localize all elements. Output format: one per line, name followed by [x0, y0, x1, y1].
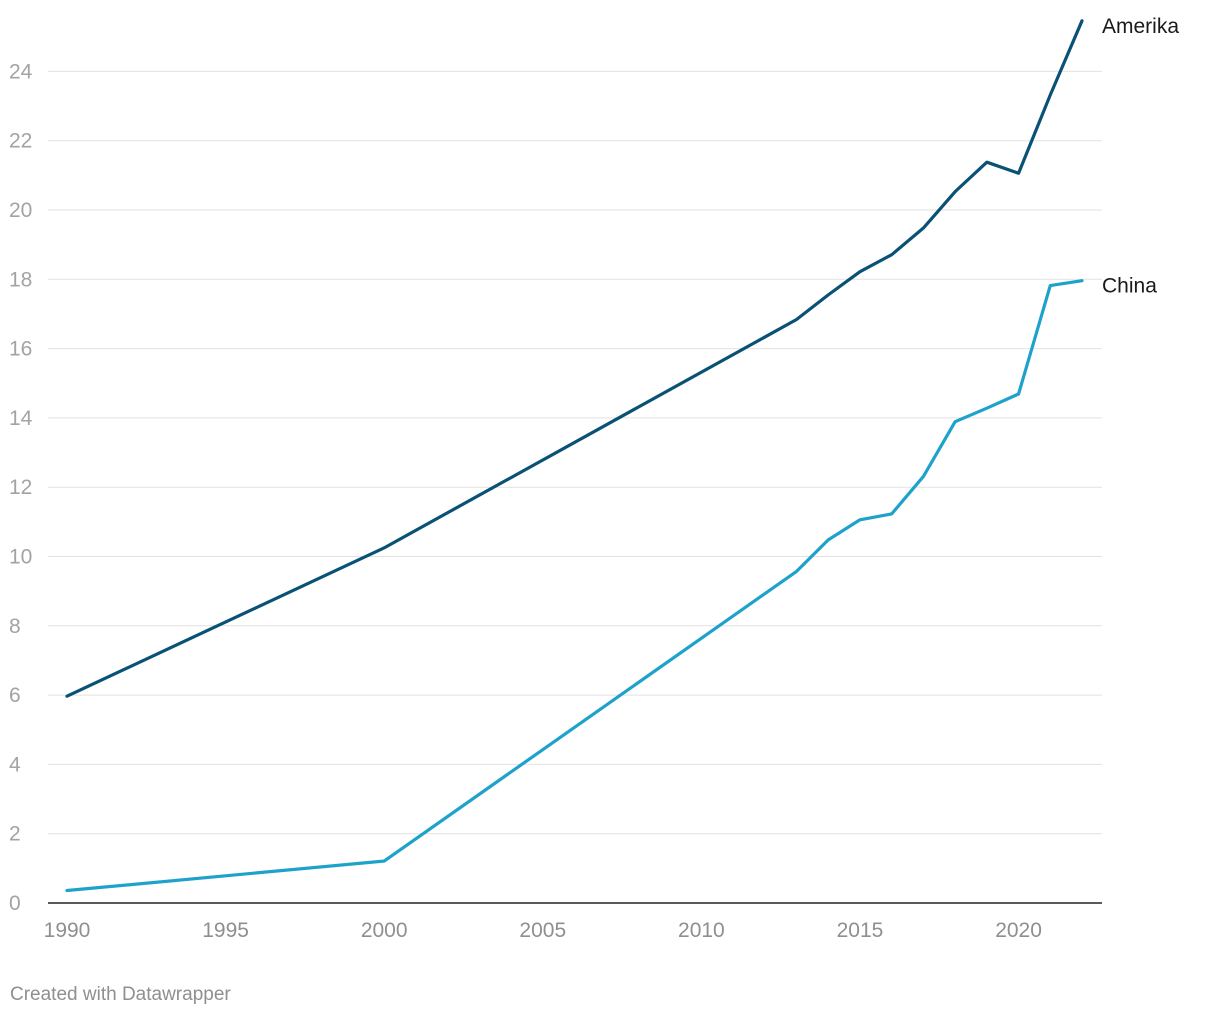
series-line-china — [65, 279, 1084, 893]
y-tick-label-8: 8 — [9, 615, 21, 638]
y-tick-label-6: 6 — [9, 684, 21, 707]
y-tick-label-4: 4 — [9, 753, 21, 776]
x-tick-label-2000: 2000 — [361, 919, 408, 942]
x-tick-label-2005: 2005 — [519, 919, 566, 942]
y-tick-label-16: 16 — [9, 338, 32, 361]
y-tick-label-0: 0 — [9, 892, 21, 915]
y-tick-label-24: 24 — [9, 60, 33, 83]
series-layer — [65, 19, 1084, 893]
y-tick-label-18: 18 — [9, 268, 32, 291]
x-tick-label-1990: 1990 — [44, 919, 91, 942]
credit-text: Created with Datawrapper — [10, 984, 231, 1005]
series-line-amerika — [65, 19, 1084, 698]
series-labels: Amerika China — [1102, 15, 1179, 298]
y-tick-label-2: 2 — [9, 823, 21, 846]
series-label-china: China — [1102, 275, 1157, 298]
grid-layer — [48, 70, 1102, 904]
x-tick-label-2010: 2010 — [678, 919, 725, 942]
y-tick-label-22: 22 — [9, 130, 32, 153]
y-tick-label-20: 20 — [9, 199, 32, 222]
y-tick-label-14: 14 — [9, 407, 33, 430]
x-tick-label-1995: 1995 — [202, 919, 249, 942]
series-label-amerika: Amerika — [1102, 15, 1179, 38]
y-tick-label-12: 12 — [9, 476, 32, 499]
x-tick-label-2020: 2020 — [995, 919, 1042, 942]
x-tick-label-2015: 2015 — [837, 919, 884, 942]
x-axis: 1990 1995 2000 2005 2010 2015 2020 — [44, 919, 1042, 942]
y-tick-label-10: 10 — [9, 546, 32, 569]
